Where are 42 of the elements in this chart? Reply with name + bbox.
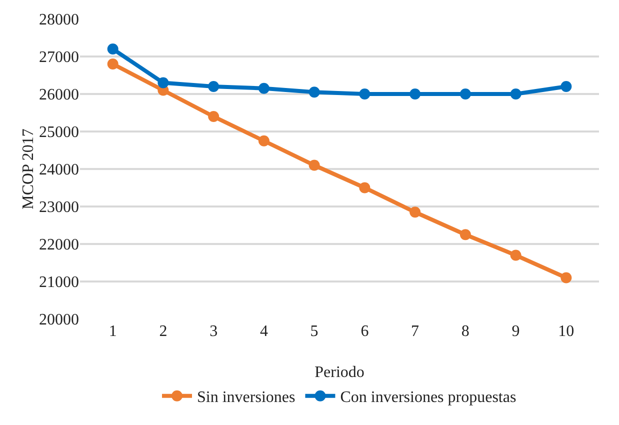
x-tick-label: 8 bbox=[461, 323, 470, 340]
point bbox=[560, 272, 572, 284]
point bbox=[460, 229, 471, 240]
y-tick-label: 27000 bbox=[39, 49, 79, 66]
point bbox=[308, 160, 320, 171]
point bbox=[158, 77, 169, 88]
point bbox=[410, 206, 421, 218]
y-tick-label: 20000 bbox=[39, 312, 79, 329]
legend-label: Con inversiones propuestas bbox=[340, 389, 516, 406]
point bbox=[208, 81, 220, 92]
point bbox=[359, 182, 370, 194]
point bbox=[410, 88, 421, 100]
point bbox=[510, 88, 522, 100]
point bbox=[107, 58, 118, 70]
legend-label: Sin inversiones bbox=[197, 389, 296, 406]
x-tick-label: 2 bbox=[159, 323, 168, 340]
point bbox=[510, 250, 522, 261]
point bbox=[560, 81, 572, 92]
x-tick-label: 9 bbox=[512, 323, 520, 340]
y-tick-label: 22000 bbox=[39, 236, 79, 254]
y-tick-label: 25000 bbox=[39, 124, 79, 142]
y-tick-label: 28000 bbox=[39, 12, 79, 29]
y-tick-label: 26000 bbox=[39, 86, 79, 104]
point bbox=[460, 88, 471, 100]
x-tick-label: 6 bbox=[360, 323, 369, 340]
point bbox=[258, 135, 270, 146]
y-tick-label: 24000 bbox=[39, 162, 79, 179]
x-tick-label: 1 bbox=[108, 323, 117, 340]
point bbox=[208, 111, 220, 122]
x-tick-label: 4 bbox=[260, 323, 268, 340]
point bbox=[359, 88, 370, 100]
x-tick-label: 7 bbox=[411, 323, 420, 340]
point bbox=[107, 44, 118, 54]
y-tick-label: 23000 bbox=[39, 199, 79, 216]
y-axis-title: MCOP 2017 bbox=[20, 128, 37, 210]
point bbox=[258, 82, 270, 94]
y-tick-label: 21000 bbox=[39, 274, 79, 292]
x-axis-title: Periodo bbox=[314, 364, 364, 381]
x-tick-label: 10 bbox=[558, 323, 574, 340]
point bbox=[308, 86, 320, 98]
x-tick-label: 3 bbox=[210, 323, 218, 340]
x-tick-label: 5 bbox=[310, 323, 318, 340]
